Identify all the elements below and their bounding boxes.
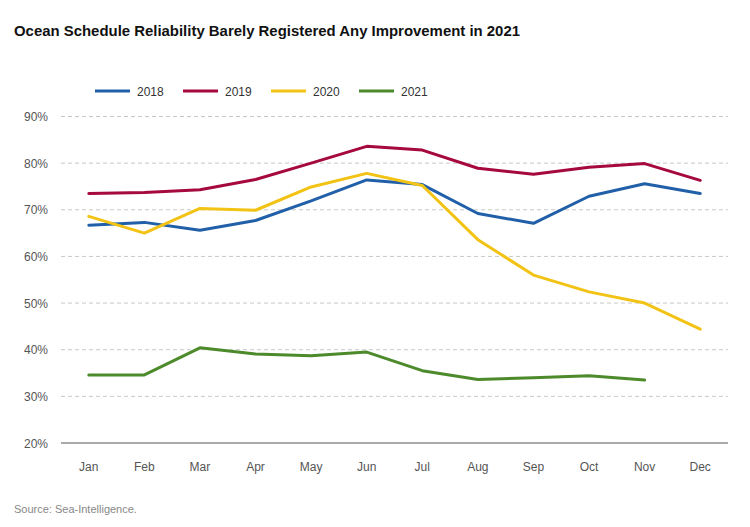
x-tick-label: Feb <box>134 460 155 474</box>
title: Ocean Schedule Reliability Barely Regist… <box>14 22 520 39</box>
legend-swatch <box>183 90 218 93</box>
x-tick-label: Jul <box>415 460 430 474</box>
grid-line <box>61 256 728 257</box>
y-tick-label: 80% <box>24 157 48 171</box>
y-tick-label: 50% <box>24 297 48 311</box>
x-tick-label: Sep <box>523 460 545 474</box>
x-tick-label: Mar <box>190 460 211 474</box>
grid-line <box>61 116 728 117</box>
legend-label: 2019 <box>225 85 252 99</box>
series-line <box>89 173 700 329</box>
grid-line <box>61 209 728 210</box>
chart: Ocean Schedule Reliability Barely Regist… <box>0 0 750 527</box>
legend-swatch <box>271 90 306 93</box>
y-tick-label: 60% <box>24 250 48 264</box>
x-tick-label: Oct <box>580 460 599 474</box>
series-line <box>89 348 645 380</box>
y-tick-label: 20% <box>24 437 48 451</box>
series-line <box>89 180 700 230</box>
x-tick-label: Dec <box>690 460 711 474</box>
x-tick-label: Jan <box>79 460 98 474</box>
y-tick-label: 90% <box>24 110 48 124</box>
x-tick-label: Nov <box>634 460 655 474</box>
y-tick-label: 30% <box>24 390 48 404</box>
legend-label: 2020 <box>313 85 340 99</box>
x-tick-label: May <box>300 460 323 474</box>
grid-line <box>61 303 728 304</box>
x-axis-line <box>61 443 728 444</box>
legend-label: 2021 <box>401 85 428 99</box>
x-tick-label: Aug <box>467 460 488 474</box>
legend-swatch <box>359 90 394 93</box>
x-tick-label: Apr <box>246 460 265 474</box>
source: Source: Sea-Intelligence. <box>14 503 137 515</box>
series-line <box>89 146 700 193</box>
plot-area <box>89 146 700 380</box>
y-tick-label: 40% <box>24 343 48 357</box>
x-tick-label: Jun <box>357 460 376 474</box>
legend-label: 2018 <box>137 85 164 99</box>
grid-line <box>61 396 728 397</box>
grid-line <box>61 349 728 350</box>
legend-swatch <box>95 90 130 93</box>
y-tick-label: 70% <box>24 203 48 217</box>
